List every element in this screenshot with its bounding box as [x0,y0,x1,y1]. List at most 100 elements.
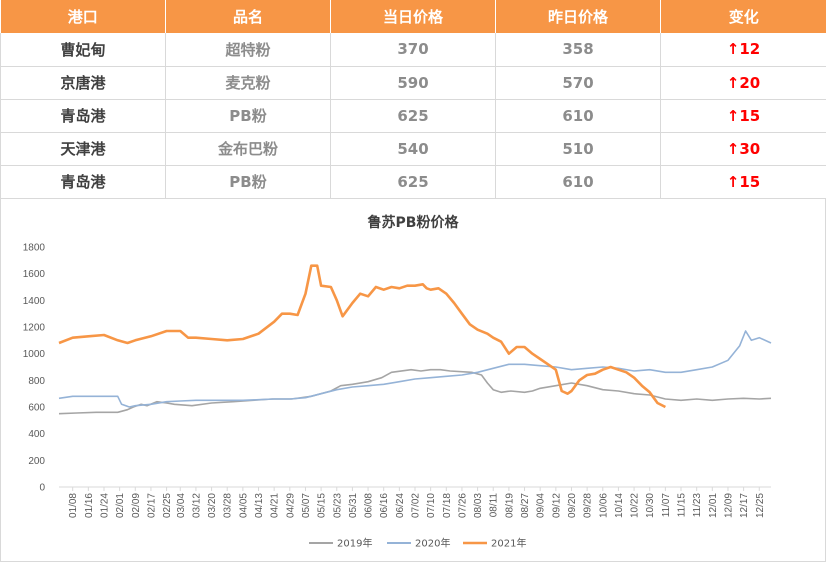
cell-product: 超特粉 [165,33,331,67]
y-tick-label: 800 [28,376,45,387]
cell-change: ↑15 [660,99,826,133]
x-tick-label: 01/08 [68,493,79,518]
legend-label: 2021年 [491,537,526,550]
x-tick-label: 09/28 [583,493,594,518]
cell-change: ↑15 [660,165,826,199]
x-tick-label: 08/03 [473,493,484,518]
x-tick-label: 11/23 [692,493,703,518]
x-tick-label: 03/20 [207,493,218,518]
x-tick-label: 07/26 [457,493,468,518]
header-product: 品名 [165,0,331,33]
legend: 2019年 2020年 2021年 [309,537,526,550]
x-tick-label: 12/09 [723,493,734,518]
header-port: 港口 [0,0,166,33]
x-tick-label: 06/24 [395,493,406,518]
x-tick-label: 08/11 [489,493,500,518]
y-tick-label: 1200 [23,323,46,334]
x-tick-label: 04/29 [285,493,296,518]
x-tick-label: 04/21 [270,493,281,518]
cell-today: 590 [330,66,496,100]
y-tick-label: 1000 [23,349,46,360]
x-tick-label: 05/31 [348,493,359,518]
cell-yesterday: 610 [495,99,661,133]
cell-product: 麦克粉 [165,66,331,100]
x-tick-label: 07/10 [426,493,437,518]
table-header-row: 港口 品名 当日价格 昨日价格 变化 [0,0,826,33]
y-tick-label: 1600 [23,269,46,280]
series-line-2021年 [58,264,666,409]
x-tick-label: 10/14 [614,493,625,518]
y-tick-label: 0 [39,483,45,494]
x-tick-label: 09/12 [551,493,562,518]
x-tick-label: 12/17 [739,493,750,518]
x-tick-label: 05/15 [317,493,328,518]
x-tick-label: 10/22 [630,493,641,518]
line-chart-svg: 鲁苏PB粉价格 0 200 400 600 800 1000 1200 1400 1600 180… [23,214,772,550]
y-tick-label: 1400 [23,296,46,307]
legend-label: 2020年 [415,537,450,550]
x-tick-label: 10/06 [598,493,609,518]
table-row: 青岛港 PB粉 625 610 ↑15 [0,165,826,199]
x-tick-label: 02/01 [115,493,126,518]
x-axis: 01/08 01/16 01/24 02/01 02/09 02/17 02/25 03/04… [59,486,771,518]
x-tick-label: 05/07 [301,493,312,518]
x-tick-label: 12/01 [708,493,719,518]
cell-today: 540 [330,132,496,166]
series-line-2020年 [58,330,772,408]
header-today-price: 当日价格 [330,0,496,33]
x-tick-label: 05/23 [332,493,343,518]
y-tick-label: 400 [28,429,45,440]
cell-change: ↑12 [660,33,826,67]
cell-yesterday: 358 [495,33,661,67]
cell-port: 京唐港 [0,66,166,100]
cell-change: ↑30 [660,132,826,166]
x-tick-label: 02/09 [131,493,142,518]
cell-today: 370 [330,33,496,67]
x-tick-label: 06/16 [379,493,390,518]
x-tick-label: 11/15 [677,493,688,518]
y-tick-label: 200 [28,456,45,467]
legend-label: 2019年 [337,537,372,550]
price-chart: 鲁苏PB粉价格 0 200 400 600 800 1000 1200 1400 1600 180… [0,199,826,562]
x-tick-label: 01/24 [99,493,110,518]
table-row: 青岛港 PB粉 625 610 ↑15 [0,99,826,133]
x-tick-label: 09/20 [567,493,578,518]
x-tick-label: 10/30 [645,493,656,518]
header-change: 变化 [660,0,826,33]
cell-port: 天津港 [0,132,166,166]
cell-port: 青岛港 [0,99,166,133]
x-tick-label: 03/28 [223,493,234,518]
y-tick-label: 1800 [23,243,46,254]
table-row: 曹妃甸 超特粉 370 358 ↑12 [0,33,826,67]
x-tick-label: 08/27 [520,493,531,518]
x-tick-label: 04/13 [254,493,265,518]
x-tick-label: 03/12 [191,493,202,518]
x-tick-label: 02/25 [162,493,173,518]
x-tick-label: 04/05 [238,493,249,518]
cell-product: 金布巴粉 [165,132,331,166]
cell-port: 曹妃甸 [0,33,166,67]
x-tick-label: 12/25 [755,493,766,518]
x-tick-label: 02/17 [146,493,157,518]
x-tick-label: 08/19 [504,493,515,518]
x-tick-label: 07/18 [442,493,453,518]
cell-today: 625 [330,99,496,133]
cell-product: PB粉 [165,99,331,133]
cell-yesterday: 510 [495,132,661,166]
cell-product: PB粉 [165,165,331,199]
cell-today: 625 [330,165,496,199]
cell-port: 青岛港 [0,165,166,199]
table-row: 京唐港 麦克粉 590 570 ↑20 [0,66,826,100]
x-tick-label: 01/16 [84,493,95,518]
y-tick-label: 600 [28,403,45,414]
y-axis: 0 200 400 600 800 1000 1200 1400 1600 1800 [23,243,46,494]
x-tick-label: 07/02 [411,493,422,518]
x-tick-label: 11/07 [661,493,672,518]
cell-change: ↑20 [660,66,826,100]
header-yesterday-price: 昨日价格 [495,0,661,33]
cell-yesterday: 570 [495,66,661,100]
cell-yesterday: 610 [495,165,661,199]
series-layer [58,264,772,415]
table-row: 天津港 金布巴粉 540 510 ↑30 [0,132,826,166]
x-tick-label: 06/08 [364,493,375,518]
